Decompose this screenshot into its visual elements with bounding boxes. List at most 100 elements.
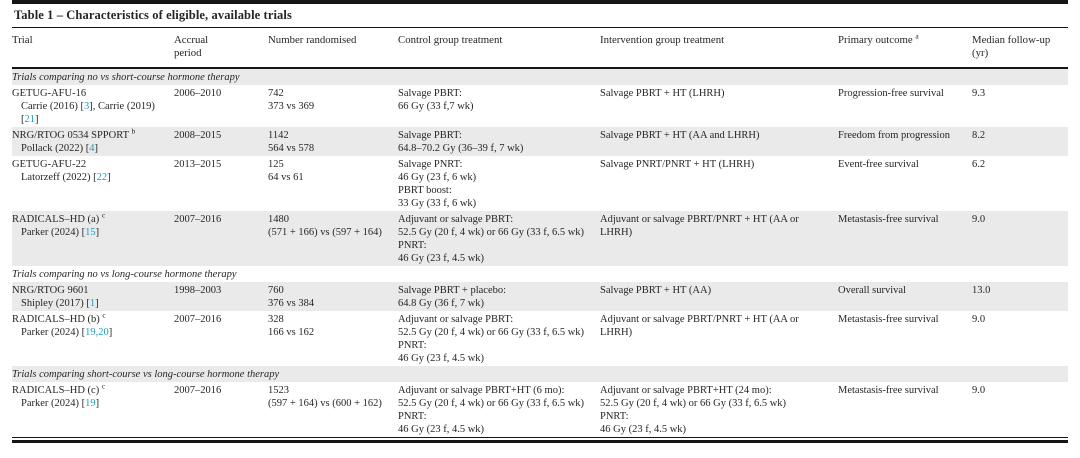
followup-cell: 9.3	[972, 85, 1068, 127]
control-treatment-line: 46 Gy (23 f, 6 wk)	[398, 171, 477, 183]
column-header-intervention: Intervention group treatment	[600, 28, 838, 69]
randomised-line: (571 + 166) vs (597 + 164)	[268, 226, 382, 238]
randomised-line: (597 + 164) vs (600 + 162)	[268, 397, 382, 409]
primary-outcome: Progression-free survival	[838, 87, 944, 99]
trial-footnote-marker: c	[102, 310, 106, 319]
citation-ref-link[interactable]: 3	[83, 100, 90, 112]
intervention-treatment-line: Salvage PBRT + HT (AA and LHRH)	[600, 129, 760, 141]
intervention-cell: Adjuvant or salvage PBRT+HT (24 mo): 52.5…	[600, 382, 838, 437]
accrual-period: 1998–2003	[174, 284, 222, 296]
trial-cell: GETUG-AFU-16 Carrie (2016) [3], Carrie (2…	[12, 85, 174, 127]
intervention-treatment-line: Adjuvant or salvage PBRT/PNRT + HT (AA o…	[600, 213, 799, 238]
control-cell: Salvage PBRT + placebo: 64.8 Gy (36 f, 7 …	[398, 282, 600, 311]
followup-cell: 6.2	[972, 156, 1068, 211]
control-treatment-line: 46 Gy (23 f, 4.5 wk)	[398, 423, 485, 435]
intervention-cell: Adjuvant or salvage PBRT/PNRT + HT (AA o…	[600, 311, 838, 366]
accrual-cell: 2013–2015	[174, 156, 268, 211]
control-treatment-line: 46 Gy (23 f, 4.5 wk)	[398, 352, 485, 364]
control-treatment-line: Salvage PBRT + placebo:	[398, 284, 507, 296]
primary-outcome: Overall survival	[838, 284, 906, 296]
randomised-line: 1142	[268, 129, 289, 141]
citation-ref-link[interactable]: 22	[96, 171, 108, 183]
intervention-treatment-line: Adjuvant or salvage PBRT+HT (24 mo):	[600, 384, 772, 396]
table-bottom-rule	[12, 437, 1068, 443]
accrual-period: 2008–2015	[174, 129, 222, 141]
control-treatment-line: 52.5 Gy (20 f, 4 wk) or 66 Gy (33 f, 6.5…	[398, 226, 585, 238]
trial-row: RADICALS–HD (a) c Parker (2024) [15] 2007–…	[12, 211, 1068, 266]
citation-text: ]	[108, 326, 113, 338]
trial-name: GETUG-AFU-16	[12, 87, 87, 99]
citation-text: ]	[94, 142, 99, 154]
trial-name: NRG/RTOG 9601	[12, 284, 89, 296]
trial-row: NRG/RTOG 0534 SPPORT b Pollack (2022) [4]…	[12, 127, 1068, 156]
randomised-cell: 125 64 vs 61	[268, 156, 398, 211]
primary-outcome: Event-free survival	[838, 158, 919, 170]
trial-row: RADICALS–HD (c) c Parker (2024) [19] 2007–…	[12, 382, 1068, 437]
citation-ref-link[interactable]: 4	[89, 142, 95, 154]
citation-text: Parker (2024) [	[21, 397, 86, 409]
followup-cell: 9.0	[972, 311, 1068, 366]
intervention-treatment-line: Salvage PNRT/PNRT + HT (LHRH)	[600, 158, 755, 170]
randomised-line: 1523	[268, 384, 289, 396]
citation-text: ], Carrie (2019) [	[21, 100, 155, 125]
column-header-label: Control group treatment	[398, 34, 503, 46]
median-followup: 13.0	[972, 284, 991, 296]
outcome-cell: Metastasis-free survival	[838, 211, 972, 266]
citation-text: ]	[35, 113, 39, 125]
table-1-panel: Table 1 – Characteristics of eligible, a…	[12, 0, 1068, 443]
accrual-cell: 2008–2015	[174, 127, 268, 156]
control-treatment-line: 52.5 Gy (20 f, 4 wk) or 66 Gy (33 f, 6.5…	[398, 397, 585, 409]
trial-name: RADICALS–HD (b) c	[12, 310, 106, 325]
intervention-treatment-line: PNRT:	[600, 410, 629, 422]
randomised-cell: 742 373 vs 369	[268, 85, 398, 127]
citation-text: Shipley (2017) [	[21, 297, 90, 309]
randomised-line: 64 vs 61	[268, 171, 304, 183]
intervention-treatment-line: Salvage PBRT + HT (LHRH)	[600, 87, 725, 99]
randomised-line: 376 vs 384	[268, 297, 315, 309]
trial-footnote-marker: c	[101, 381, 106, 390]
citation-ref-link[interactable]: 19,20	[85, 326, 109, 338]
citation-text: Parker (2024) [	[21, 326, 86, 338]
control-treatment-line: 52.5 Gy (20 f, 4 wk) or 66 Gy (33 f, 6.5…	[398, 326, 585, 338]
randomised-cell: 328 166 vs 162	[268, 311, 398, 366]
citation-text: Carrie (2016) [	[21, 100, 84, 112]
control-treatment-line: PNRT:	[398, 239, 427, 251]
median-followup: 9.0	[972, 313, 986, 325]
column-header-label: Accrual period	[174, 34, 209, 59]
citation-ref-link[interactable]: 15	[85, 226, 96, 238]
control-treatment-line: 66 Gy (33 f,7 wk)	[398, 100, 474, 112]
followup-cell: 13.0	[972, 282, 1068, 311]
followup-cell: 8.2	[972, 127, 1068, 156]
randomised-line: 125	[268, 158, 284, 170]
intervention-treatment-line: 52.5 Gy (20 f, 4 wk) or 66 Gy (33 f, 6.5…	[600, 397, 787, 409]
control-treatment-line: Salvage PNRT:	[398, 158, 463, 170]
outcome-cell: Progression-free survival	[838, 85, 972, 127]
intervention-cell: Salvage PBRT + HT (AA and LHRH)	[600, 127, 838, 156]
primary-outcome: Metastasis-free survival	[838, 313, 939, 325]
intervention-cell: Adjuvant or salvage PBRT/PNRT + HT (AA o…	[600, 211, 838, 266]
trial-cell: RADICALS–HD (c) c Parker (2024) [19]	[12, 382, 174, 437]
randomised-line: 328	[268, 313, 284, 325]
trial-citation: Carrie (2016) [3], Carrie (2019) [21]	[12, 100, 164, 126]
accrual-period: 2007–2016	[174, 313, 222, 325]
section-heading: Trials comparing no vs short-course horm…	[12, 71, 240, 83]
control-treatment-line: 64.8–70.2 Gy (36–39 f, 7 wk)	[398, 142, 524, 154]
randomised-cell: 1480 (571 + 166) vs (597 + 164)	[268, 211, 398, 266]
citation-ref-link[interactable]: 1	[89, 297, 96, 309]
randomised-line: 166 vs 162	[268, 326, 315, 338]
citation-text: ]	[95, 397, 100, 409]
citation-ref-link[interactable]: 19	[85, 397, 96, 409]
column-header-label: Intervention group treatment	[600, 34, 725, 46]
outcome-cell: Freedom from progression	[838, 127, 972, 156]
trial-cell: NRG/RTOG 0534 SPPORT b Pollack (2022) [4]	[12, 127, 174, 156]
section-row: Trials comparing no vs short-course horm…	[12, 68, 1068, 85]
trial-footnote-marker: c	[101, 210, 106, 219]
column-header-label: Number randomised	[268, 34, 357, 46]
header-footnote-marker: a	[915, 31, 919, 41]
citation-ref-link[interactable]: 21	[24, 113, 36, 125]
column-header-outcome: Primary outcome a	[838, 28, 972, 69]
control-treatment-line: Salvage PBRT:	[398, 87, 462, 99]
column-header-randomised: Number randomised	[268, 28, 398, 69]
column-header-followup: Median follow-up (yr)	[972, 28, 1068, 69]
control-cell: Adjuvant or salvage PBRT: 52.5 Gy (20 f, …	[398, 211, 600, 266]
